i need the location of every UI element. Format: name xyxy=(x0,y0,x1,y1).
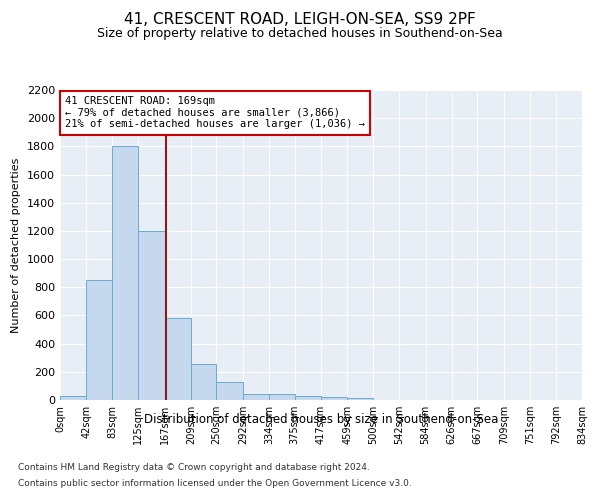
Bar xyxy=(60,396,86,400)
Text: Contains HM Land Registry data © Crown copyright and database right 2024.: Contains HM Land Registry data © Crown c… xyxy=(18,464,370,472)
Bar xyxy=(321,397,347,400)
Bar xyxy=(217,382,243,400)
Text: 41, CRESCENT ROAD, LEIGH-ON-SEA, SS9 2PF: 41, CRESCENT ROAD, LEIGH-ON-SEA, SS9 2PF xyxy=(124,12,476,28)
Bar xyxy=(295,396,321,400)
Y-axis label: Number of detached properties: Number of detached properties xyxy=(11,158,22,332)
Bar xyxy=(164,318,191,400)
Bar xyxy=(347,398,373,400)
Bar xyxy=(138,231,164,400)
Bar xyxy=(269,394,295,400)
Bar xyxy=(112,146,138,400)
Text: Size of property relative to detached houses in Southend-on-Sea: Size of property relative to detached ho… xyxy=(97,28,503,40)
Text: 41 CRESCENT ROAD: 169sqm
← 79% of detached houses are smaller (3,866)
21% of sem: 41 CRESCENT ROAD: 169sqm ← 79% of detach… xyxy=(65,96,365,130)
Bar xyxy=(243,394,269,400)
Bar xyxy=(191,364,217,400)
Bar xyxy=(86,280,112,400)
Text: Distribution of detached houses by size in Southend-on-Sea: Distribution of detached houses by size … xyxy=(144,412,498,426)
Text: Contains public sector information licensed under the Open Government Licence v3: Contains public sector information licen… xyxy=(18,478,412,488)
